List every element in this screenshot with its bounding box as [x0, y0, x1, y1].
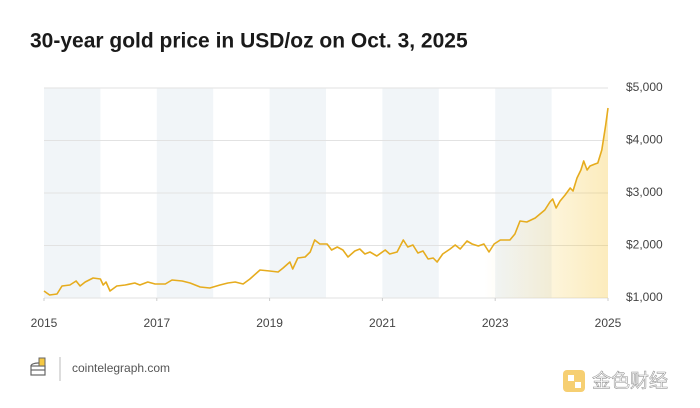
x-tick-label: 2019 — [256, 316, 283, 330]
logo — [30, 357, 46, 376]
x-tick-label: 2021 — [369, 316, 396, 330]
y-tick-label: $5,000 — [626, 80, 663, 94]
y-tick-label: $2,000 — [626, 238, 663, 252]
watermark: 金色财经 — [592, 370, 668, 392]
x-tick-label: 2015 — [31, 316, 58, 330]
y-tick-label: $4,000 — [626, 133, 663, 147]
line — [43, 107, 609, 296]
source: cointelegraph.com — [72, 361, 170, 375]
x-tick-label: 2023 — [482, 316, 509, 330]
plot — [43, 87, 609, 301]
x-tick-label: 2017 — [143, 316, 170, 330]
y-tick-label: $3,000 — [626, 185, 663, 199]
x-tick-label: 2025 — [595, 316, 622, 330]
y-tick-label: $1,000 — [626, 290, 663, 304]
chart-title: 30-year gold price in USD/oz on Oct. 3, … — [30, 30, 468, 53]
watermark-logo — [563, 370, 585, 392]
area — [44, 108, 608, 298]
